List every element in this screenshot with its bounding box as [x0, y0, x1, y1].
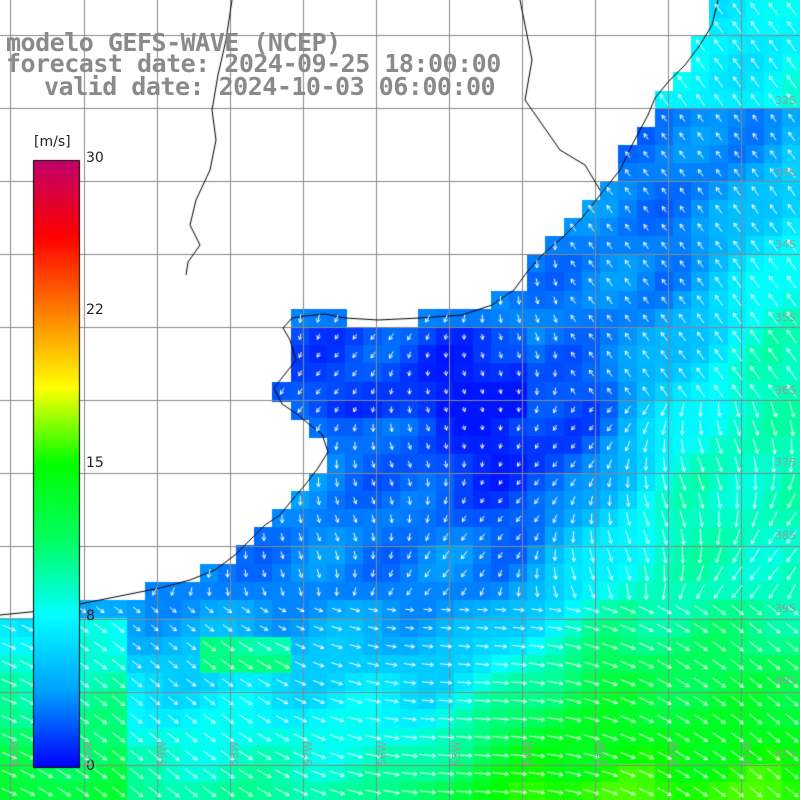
lon-label-56w: 56W [376, 741, 389, 766]
lon-label-60w: 60W [82, 741, 95, 766]
colorbar-tick-22: 22 [86, 302, 104, 318]
colorbar-tick-0: 0 [86, 758, 95, 774]
lat-label-40s: 40S [775, 674, 796, 687]
lon-label-52w: 52W [668, 741, 681, 766]
lon-label-58w: 58W [228, 741, 241, 766]
lat-label-39s: 39S [775, 602, 796, 615]
lon-label-53w: 53W [595, 741, 608, 766]
model-title: modelo GEFS-WAVE (NCEP) [6, 28, 341, 57]
lat-label-41s: 41S [775, 747, 796, 760]
forecast-date: forecast date: 2024-09-25 18:00:00 [6, 49, 501, 78]
colorbar-tick-8: 8 [86, 608, 95, 624]
lon-label-59w: 59W [156, 741, 169, 766]
lat-label-32s: 32S [775, 94, 796, 107]
valid-date: valid date: 2024-10-03 06:00:00 [44, 72, 496, 101]
lat-label-35s: 35S [775, 311, 796, 324]
colorbar-unit: [m/s] [34, 134, 71, 150]
colorbar-tick-15: 15 [86, 455, 104, 471]
lon-label-54w: 54W [522, 741, 535, 766]
lon-label-51w: 51W [741, 741, 754, 766]
lat-label-38s: 38S [775, 529, 796, 542]
lat-label-36s: 36S [775, 384, 796, 397]
lat-label-37s: 37S [775, 456, 796, 469]
colorbar-tick-30: 30 [86, 150, 104, 166]
lat-label-34s: 34S [775, 238, 796, 251]
lon-label-57w: 57W [302, 741, 315, 766]
lon-label-61w: 61W [8, 741, 21, 766]
lat-label-33s: 33S [775, 166, 796, 179]
lon-label-55w: 55W [450, 741, 463, 766]
